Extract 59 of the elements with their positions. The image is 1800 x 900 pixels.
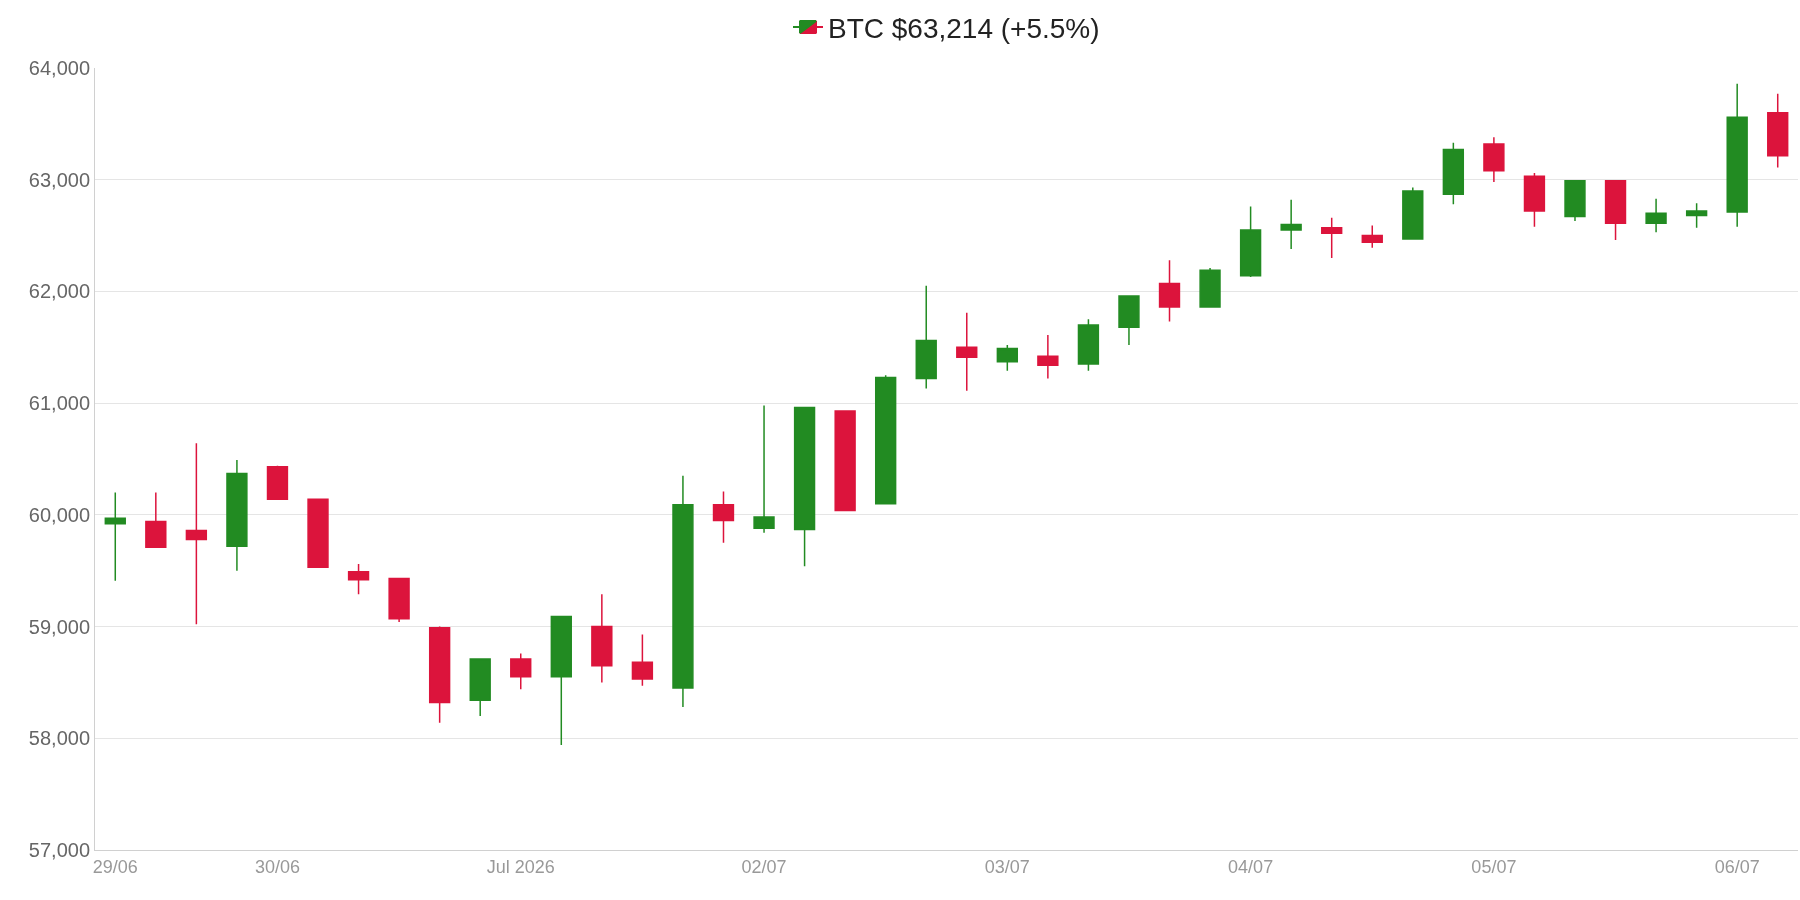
candlestick xyxy=(1604,180,1627,241)
x-tick-label: Jul 2026 xyxy=(486,856,555,877)
x-tick-label: 06/07 xyxy=(1714,856,1760,877)
candlestick xyxy=(1483,136,1505,183)
candlestick xyxy=(793,406,816,567)
candlestick xyxy=(185,442,208,626)
candlestick xyxy=(1199,267,1221,308)
candlestick xyxy=(712,490,735,544)
candlestick xyxy=(1685,202,1708,229)
candlestick xyxy=(266,464,289,500)
y-tick-label: 57,000 xyxy=(28,839,90,861)
x-tick-label: 02/07 xyxy=(741,856,787,877)
candlestick xyxy=(1158,259,1181,323)
candlestick xyxy=(631,633,654,687)
candlestick xyxy=(672,475,694,708)
candlestick xyxy=(1239,205,1262,278)
legend-label: BTC $63,214 (+5.5%) xyxy=(828,12,1100,44)
candlestick xyxy=(1645,197,1667,233)
candlestick xyxy=(753,404,775,534)
candlestick xyxy=(145,491,167,548)
candlestick xyxy=(104,491,126,582)
candlestick xyxy=(1077,318,1100,372)
candlestick xyxy=(347,563,370,595)
candlestick xyxy=(307,498,329,569)
x-tick-label: 05/07 xyxy=(1471,856,1517,877)
y-tick-label: 59,000 xyxy=(28,615,90,638)
y-tick-label: 61,000 xyxy=(28,392,90,415)
candlestick xyxy=(1726,82,1748,228)
y-tick-label: 64,000 xyxy=(28,57,90,79)
x-tick-label: 04/07 xyxy=(1228,856,1274,877)
candlestick xyxy=(956,311,978,392)
y-tick-label: 62,000 xyxy=(28,280,90,303)
candlestick xyxy=(1321,216,1343,259)
y-tick-label: 60,000 xyxy=(28,503,90,526)
candlestick xyxy=(996,344,1019,372)
candlestick xyxy=(591,593,613,684)
candlestick xyxy=(1280,199,1302,250)
candlestick xyxy=(1523,172,1546,228)
candlestick xyxy=(1767,92,1789,169)
candlestick xyxy=(1037,334,1059,380)
y-tick-label: 63,000 xyxy=(28,168,90,191)
candlestick xyxy=(550,615,572,746)
x-tick-label: 30/06 xyxy=(254,856,300,877)
x-tick-label: 29/06 xyxy=(92,856,138,877)
candlestick xyxy=(915,285,937,390)
candlestick xyxy=(1118,295,1140,346)
candlestick xyxy=(510,652,532,690)
candlestick xyxy=(1402,186,1424,240)
candlestick xyxy=(1564,180,1586,222)
y-tick-label: 58,000 xyxy=(28,727,90,750)
candlestick xyxy=(1442,142,1465,206)
candlestick xyxy=(388,577,410,623)
candlestick xyxy=(834,410,856,512)
candlestick xyxy=(226,459,248,572)
candlestick xyxy=(428,625,451,724)
candlestick xyxy=(874,374,897,505)
candlestick xyxy=(469,658,491,717)
x-tick-label: 03/07 xyxy=(984,856,1030,877)
candlestick xyxy=(1361,224,1383,249)
